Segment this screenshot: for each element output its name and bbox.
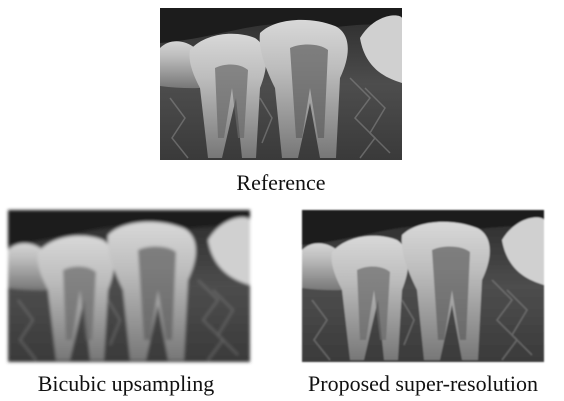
super-resolution-image (302, 210, 544, 362)
caption: Reference (236, 170, 325, 195)
figure: Reference Bicubic upsampling Proposed su… (0, 0, 564, 401)
caption: Proposed super-resolution (308, 371, 538, 396)
caption: Bicubic upsampling (38, 371, 215, 396)
bicubic-image (8, 210, 250, 362)
reference-image (160, 8, 402, 160)
